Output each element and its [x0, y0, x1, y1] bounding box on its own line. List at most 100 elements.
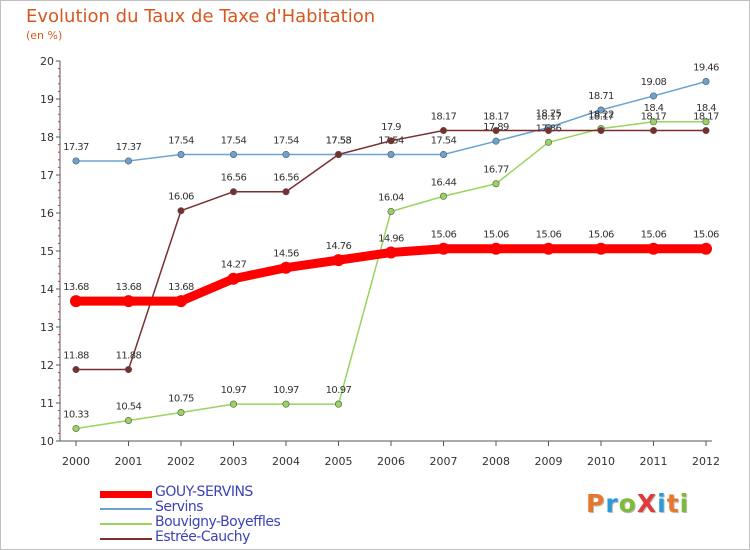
logo-letter: P [586, 489, 606, 518]
data-label: 18.17 [641, 112, 667, 123]
data-label: 16.77 [483, 165, 509, 176]
data-label: 17.53 [326, 135, 352, 146]
data-label: 16.44 [431, 177, 457, 188]
data-point [282, 188, 290, 196]
x-tick-label: 2012 [692, 455, 720, 468]
data-label: 15.06 [431, 230, 457, 241]
data-point [125, 366, 133, 374]
data-label: 18.4 [644, 103, 664, 114]
data-point [387, 150, 395, 158]
data-label: 17.54 [431, 135, 457, 146]
data-point [492, 180, 500, 188]
y-tick-label: 16 [40, 207, 54, 220]
x-tick-label: 2007 [430, 455, 458, 468]
data-point [387, 207, 395, 215]
data-label: 18.4 [696, 103, 716, 114]
data-label: 15.06 [588, 230, 614, 241]
data-point [490, 242, 502, 255]
data-label: 10.97 [326, 385, 352, 396]
data-label: 10.97 [221, 385, 247, 396]
data-label: 15.06 [483, 230, 509, 241]
data-point [492, 127, 500, 135]
data-point [439, 150, 447, 158]
x-tick-label: 2011 [640, 455, 668, 468]
data-point [72, 424, 80, 432]
logo-letter: X [636, 489, 658, 518]
data-point [542, 242, 555, 255]
legend-swatch [100, 523, 152, 525]
x-tick-label: 2000 [62, 455, 90, 468]
logo-letter: o [618, 489, 637, 518]
data-label: 16.06 [168, 192, 194, 203]
data-label: 18.71 [588, 91, 614, 102]
data-label: 17.54 [273, 135, 299, 146]
data-label: 17.37 [116, 142, 142, 153]
data-point [702, 78, 710, 86]
data-label: 14.76 [326, 241, 352, 252]
data-label: 16.56 [273, 173, 299, 184]
data-point [332, 254, 345, 267]
data-point [334, 150, 342, 158]
logo-letter: r [605, 489, 619, 518]
x-tick-label: 2003 [220, 455, 248, 468]
chart-title: Evolution du Taux de Taxe d'Habitation [26, 6, 376, 27]
data-point [280, 261, 292, 274]
legend-swatch [100, 490, 152, 498]
data-label: 19.08 [641, 77, 667, 88]
x-tick-label: 2008 [482, 455, 510, 468]
y-tick-label: 20 [40, 55, 54, 68]
y-tick-label: 19 [40, 93, 54, 106]
data-point [72, 366, 80, 374]
data-label: 18.17 [483, 112, 509, 123]
logo-letter: t [666, 489, 680, 518]
data-label: 18.17 [536, 112, 562, 123]
data-label: 14.96 [378, 234, 404, 245]
data-label: 11.88 [116, 351, 142, 362]
data-point [125, 157, 133, 165]
chart-subtitle: (en %) [26, 29, 63, 42]
data-label: 18.22 [588, 110, 614, 121]
data-point [125, 416, 133, 424]
data-label: 17.9 [381, 122, 401, 133]
data-point [230, 188, 238, 196]
data-point [702, 127, 710, 135]
data-label: 15.06 [536, 230, 562, 241]
data-point [595, 242, 607, 255]
data-point [544, 138, 552, 146]
data-point [385, 246, 397, 259]
data-label: 18.17 [588, 112, 614, 123]
data-point [649, 127, 657, 135]
data-point [700, 242, 712, 255]
data-label: 18.17 [693, 112, 719, 123]
logo-letter: i [657, 489, 667, 518]
data-label: 18.25 [536, 109, 562, 120]
data-point [175, 295, 187, 308]
legend-swatch [100, 508, 152, 510]
y-tick-label: 18 [40, 131, 54, 144]
x-tick-label: 2010 [587, 455, 615, 468]
data-point [177, 207, 185, 215]
data-label: 15.06 [641, 230, 667, 241]
data-point [334, 400, 342, 408]
data-point [647, 242, 660, 255]
data-label: 11.88 [63, 351, 89, 362]
data-label: 17.58 [326, 135, 352, 146]
data-point [282, 150, 290, 158]
legend-label: Bouvigny-Boyeffles [155, 514, 281, 530]
data-point [122, 295, 135, 308]
data-point [597, 106, 605, 114]
logo-letter: i [679, 489, 690, 518]
data-point [439, 127, 447, 135]
data-label: 17.37 [63, 142, 89, 153]
x-tick-label: 2002 [167, 455, 195, 468]
proxiti-logo: ProXiti [586, 489, 689, 518]
y-tick-label: 11 [40, 397, 54, 410]
y-tick-label: 17 [40, 169, 54, 182]
series-line [75, 121, 707, 430]
data-point [72, 157, 80, 165]
data-label: 14.56 [273, 249, 299, 260]
data-point [230, 400, 238, 408]
data-label: 13.68 [63, 282, 89, 293]
